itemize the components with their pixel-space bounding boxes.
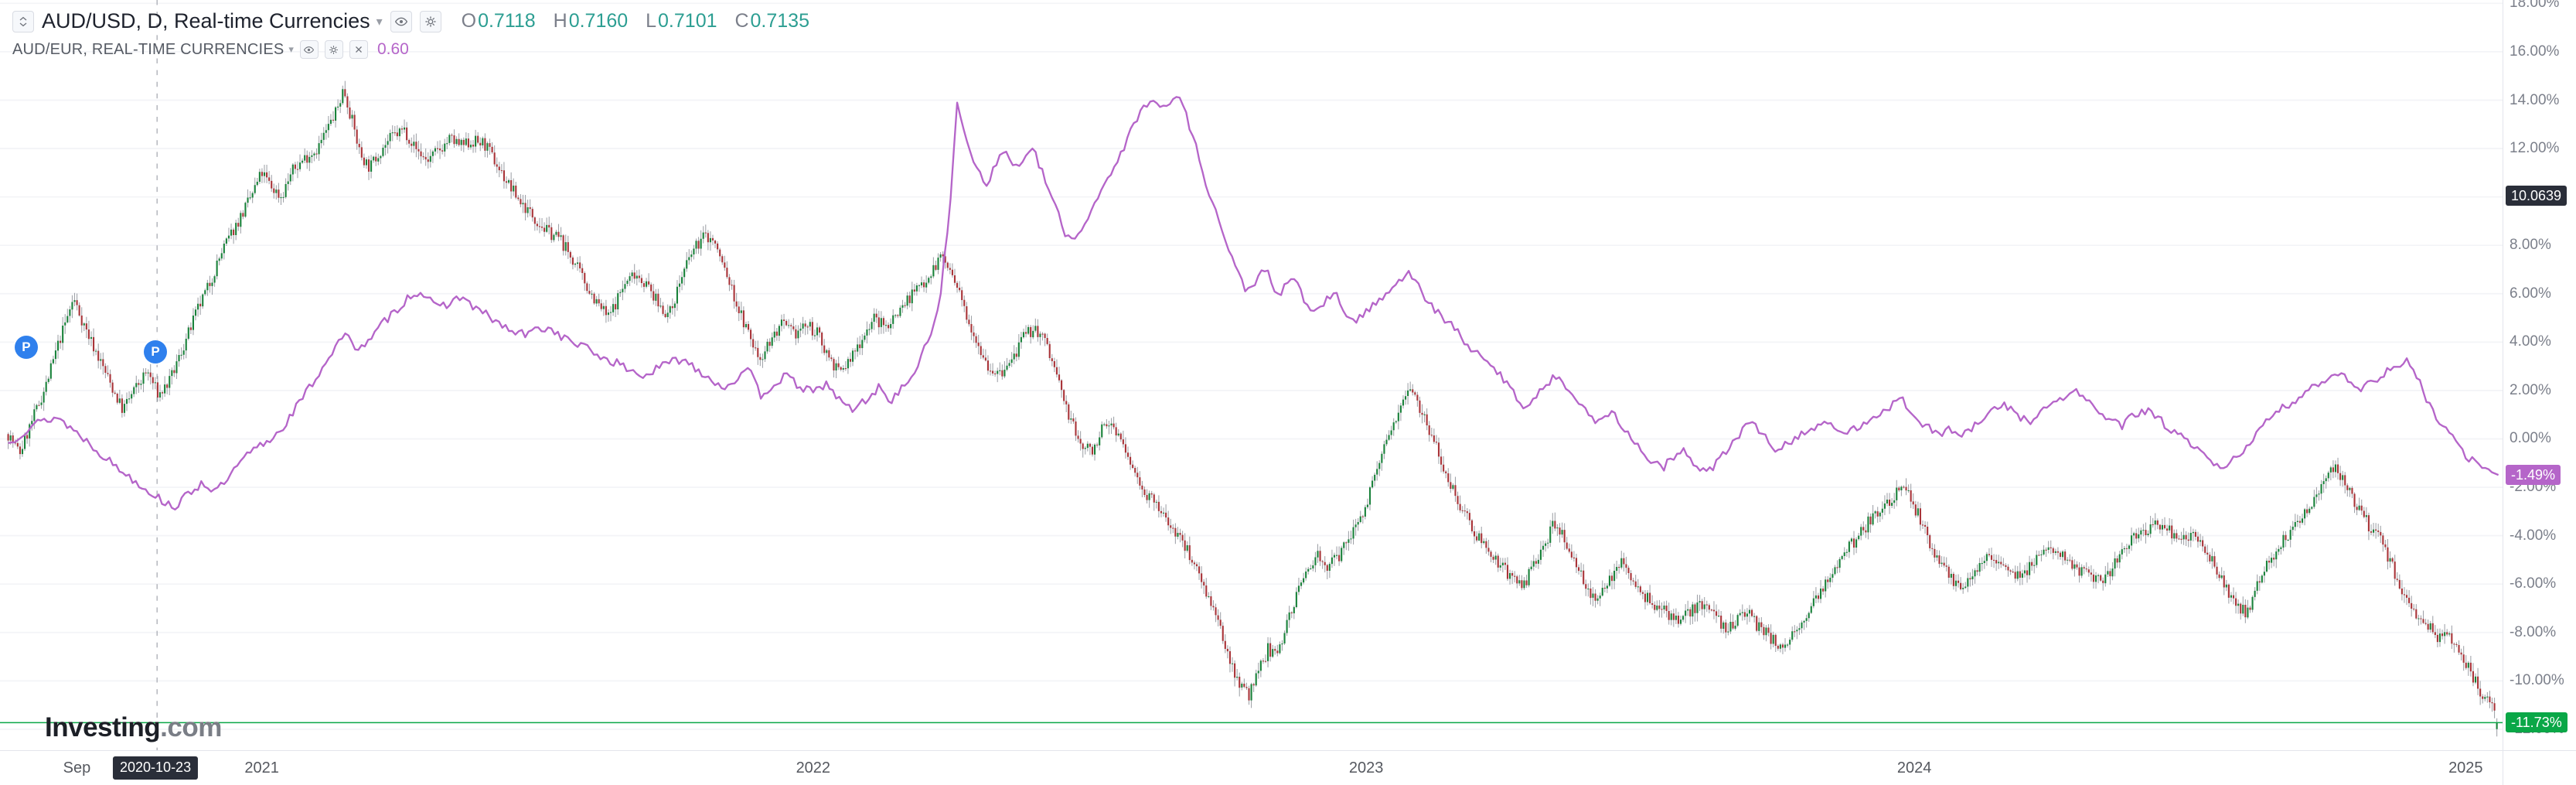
time-axis-label: 2025 [2448,759,2483,776]
compare-remove-icon[interactable] [349,40,368,59]
price-axis-label: -6.00% [2510,575,2557,592]
price-axis-label: 14.00% [2510,91,2560,108]
price-axis-label: 2.00% [2510,381,2551,398]
compare-last-value: 0.60 [377,40,409,58]
time-axis-label: 2023 [1348,759,1384,776]
time-axis[interactable]: Sep 2020-10-23 2021 2022 2023 2024 2025 [0,750,2503,785]
compare-dropdown-caret[interactable]: ▾ [288,43,294,55]
price-axis-label: -10.00% [2510,672,2564,689]
hide-series-icon[interactable] [390,10,412,32]
compare-settings-icon[interactable] [324,40,343,59]
grid-lines [0,2,2503,730]
compare-hide-icon[interactable] [299,40,319,59]
investing-logo[interactable]: Investing.com [45,712,222,743]
position-marker[interactable]: P [14,335,38,359]
ohlc-high-label: H [553,10,567,32]
price-axis-label: -8.00% [2510,623,2557,640]
price-axis-label: -4.00% [2510,527,2557,544]
price-axis-label: 6.00% [2510,285,2551,302]
ohlc-open-value: 0.7118 [478,10,536,32]
time-axis-label: 2021 [244,759,279,776]
ohlc-low-value: 0.7101 [658,10,717,32]
ohlc-close-label: C [734,10,749,32]
logo-brand-text: Investing [45,712,161,742]
series-settings-icon[interactable] [419,10,441,32]
price-chart-canvas[interactable] [0,0,2503,751]
ohlc-close-value: 0.7135 [750,10,809,32]
price-axis-badge: -1.49% [2506,465,2561,486]
price-axis[interactable]: 18.00% 16.00% 14.00% 12.00% 8.00% 6.00% 4.00% 2… [2503,0,2576,751]
ohlc-low-label: L [646,10,657,32]
main-series-legend-row: AUD/USD, D, Real-time Currencies ▾ O0.71… [12,9,809,33]
compare-symbol-title[interactable]: AUD/EUR, REAL-TIME CURRENCIES [12,40,285,58]
time-axis-label: 2024 [1896,759,1932,776]
candle-wicks [8,80,2498,737]
compare-line [8,96,2499,510]
price-axis-label: 18.00% [2510,0,2560,12]
legend-collapse-icon[interactable] [12,10,34,32]
date-marker-badge: 2020-10-23 [113,756,199,780]
position-marker[interactable]: P [144,340,168,363]
price-axis-label: 0.00% [2510,430,2551,447]
price-axis-badge: -11.73% [2506,712,2567,733]
chart-legend: AUD/USD, D, Real-time Currencies ▾ O0.71… [12,9,809,59]
price-axis-label: 4.00% [2510,333,2551,350]
axis-corner [2503,750,2576,785]
price-axis-label: 8.00% [2510,237,2551,254]
compare-series-legend-row: AUD/EUR, REAL-TIME CURRENCIES ▾ 0.60 [12,40,809,59]
symbol-dropdown-caret[interactable]: ▾ [376,15,383,29]
price-axis-label: 12.00% [2510,140,2560,157]
price-axis-label: 16.00% [2510,43,2560,60]
down-candles [7,89,2496,711]
ohlc-high-value: 0.7160 [568,10,629,32]
price-axis-badge: 10.0639 [2506,185,2567,206]
time-axis-label: 2022 [796,759,831,776]
time-axis-label: Sep [63,759,91,776]
symbol-title[interactable]: AUD/USD, D, Real-time Currencies [42,9,370,32]
logo-tld-text: .com [160,712,222,742]
ohlc-open-label: O [461,10,477,32]
ohlc-values: O0.7118 H0.7160 L0.7101 C0.7135 [457,10,809,32]
